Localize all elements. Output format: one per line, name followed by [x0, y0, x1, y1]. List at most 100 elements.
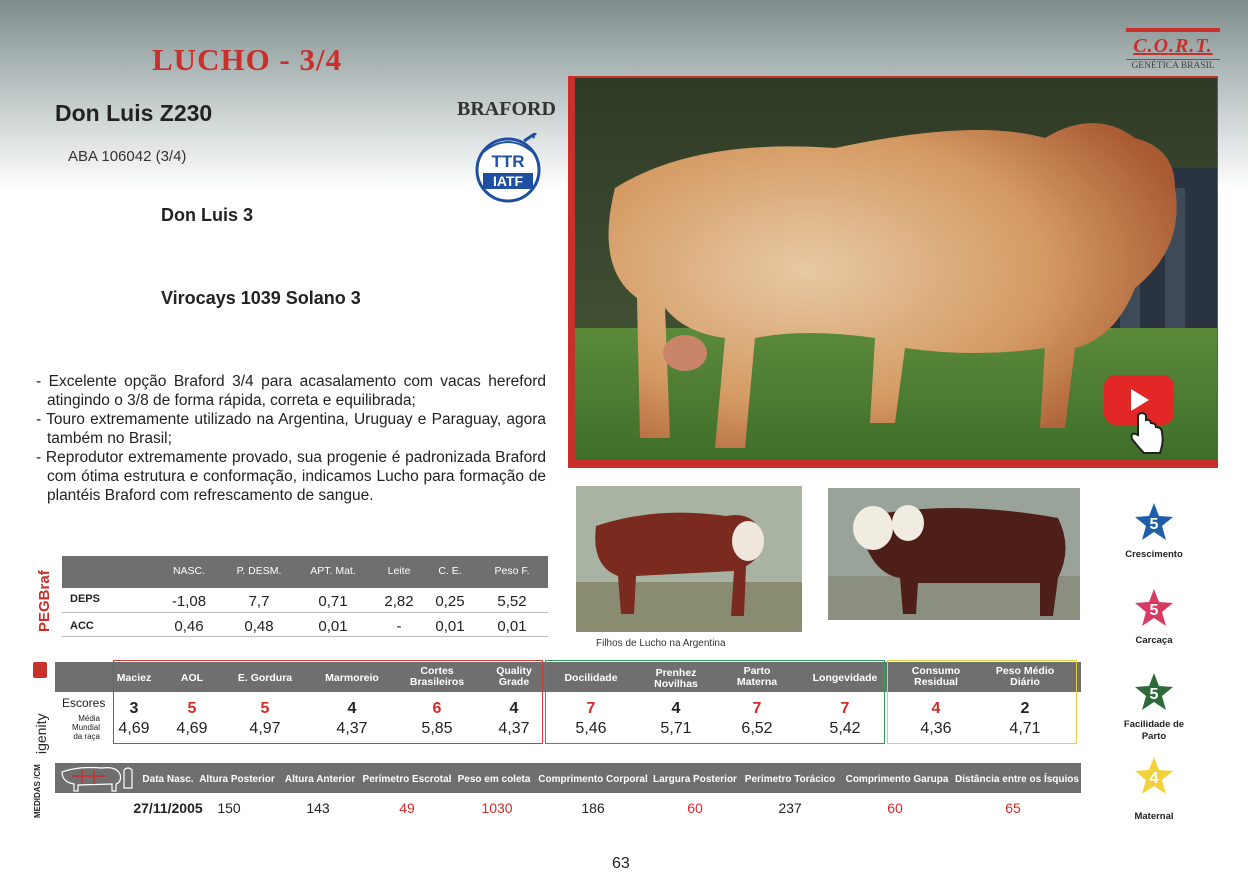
ig-header-cell: AOL [180, 672, 204, 684]
logo-subtitle: GENÉTICA BRASIL [1126, 59, 1220, 71]
peg-acc-row: 0,46 0,48 0,01 - 0,01 0,01 [62, 618, 548, 638]
star-icon: 5 [1135, 503, 1173, 540]
star-icon: 4 [1135, 757, 1173, 794]
maternal-group-box [545, 660, 885, 744]
rating-facilidade-parto: 5 Facilidade de Parto [1118, 672, 1190, 743]
description-item: - Touro extremamente utilizado na Argent… [36, 411, 546, 447]
peg-deps-value: -1,08 [171, 593, 207, 610]
ig-score: 3 [129, 700, 139, 717]
play-video-button[interactable] [1104, 375, 1174, 455]
page-title: LUCHO - 3/4 [152, 42, 343, 77]
offspring-photo-2 [828, 488, 1080, 620]
bull-photo [575, 78, 1217, 460]
ig-score: 6 [432, 700, 442, 717]
med-value: 60 [887, 800, 903, 816]
svg-text:5: 5 [1150, 686, 1159, 703]
igenity-logo-icon [33, 662, 47, 678]
offspring-photo-1 [576, 486, 802, 632]
ig-header-cell: Docilidade [564, 672, 618, 684]
med-header-cell: Perímetro Escrotal [362, 774, 452, 785]
peg-divider [62, 636, 548, 637]
ig-score: 4 [347, 700, 357, 717]
ig-average: 4,71 [1009, 720, 1041, 737]
svg-text:5: 5 [1150, 516, 1159, 533]
peg-header-cell: NASC. [172, 565, 206, 577]
rating-label: Crescimento [1125, 549, 1183, 560]
med-value: 186 [581, 800, 605, 816]
ig-header-cell: Prenhez Novilhas [654, 667, 698, 690]
ig-header-cell: Maciez [116, 672, 152, 684]
ig-average: 5,71 [660, 720, 692, 737]
ig-score: 5 [260, 700, 270, 717]
rating-label: Maternal [1134, 811, 1174, 822]
cort-logo: C.O.R.T. GENÉTICA BRASIL [1126, 28, 1220, 71]
ig-header-cell: Longevidade [812, 672, 878, 684]
rating-maternal: 4 Maternal [1118, 756, 1190, 823]
med-header-cell: Altura Anterior [284, 774, 356, 785]
ig-score: 7 [840, 700, 850, 717]
med-header-cell: Data Nasc. [142, 774, 194, 785]
ig-score: 4 [931, 700, 941, 717]
med-header-cell: Perímetro Torácico [744, 774, 836, 785]
peg-deps-value: 0,71 [318, 593, 348, 610]
peg-acc-value: 0,01 [497, 618, 527, 635]
rating-label: Carcaça [1135, 635, 1173, 646]
ig-header-cell: Quality Grade [496, 665, 532, 688]
med-value: 65 [1005, 800, 1021, 816]
peg-acc-value: 0,01 [435, 618, 465, 635]
peg-deps-value: 0,25 [435, 593, 465, 610]
med-header-cell: Distância entre os Ísquios [955, 774, 1079, 785]
description-item: - Reprodutor extremamente provado, sua p… [36, 449, 546, 504]
med-value: 49 [399, 800, 415, 816]
ig-header-cell: Peso Médio Diário [995, 665, 1055, 688]
med-header-cell: Comprimento Corporal [538, 774, 648, 785]
ig-average: 4,37 [498, 720, 530, 737]
med-value: 237 [778, 800, 802, 816]
peg-header-cell: Leite [387, 565, 411, 577]
med-value: 1030 [481, 800, 513, 816]
rating-carcaca: 5 Carcaça [1118, 588, 1190, 647]
page-number: 63 [612, 855, 630, 872]
ig-header-cell: Consumo Residual [911, 665, 961, 688]
peg-divider [62, 612, 548, 613]
bull-measure-icon [61, 766, 133, 792]
ig-average: 4,97 [249, 720, 281, 737]
peg-acc-value: - [396, 618, 402, 635]
ig-score: 7 [586, 700, 596, 717]
description-list: - Excelente opção Braford 3/4 para acasa… [36, 372, 546, 505]
ig-average: 4,69 [118, 720, 150, 737]
ig-score: 5 [187, 700, 197, 717]
logo-name: C.O.R.T. [1133, 35, 1213, 57]
ig-average: 5,46 [575, 720, 607, 737]
peg-deps-value: 2,82 [384, 593, 414, 610]
peg-deps-row: -1,08 7,7 0,71 2,82 0,25 5,52 [62, 593, 548, 613]
photo-caption: Filhos de Lucho na Argentina [596, 638, 726, 649]
svg-text:4: 4 [1150, 770, 1159, 787]
description-item: - Excelente opção Braford 3/4 para acasa… [36, 373, 546, 409]
peg-header-cell: P. DESM. [236, 565, 282, 577]
animal-name: Don Luis Z230 [55, 100, 213, 126]
rating-label: Facilidade de Parto [1123, 719, 1185, 742]
ig-score: 4 [509, 700, 519, 717]
med-value: 60 [687, 800, 703, 816]
ttr-iatf-badge: TTR IATF [470, 131, 546, 205]
ig-header-cell: Cortes Brasileiros [409, 665, 465, 688]
ig-average: 4,69 [176, 720, 208, 737]
ig-header-cell: Parto Materna [736, 665, 778, 688]
star-icon: 5 [1135, 673, 1173, 710]
igenity-values: 3 5 5 4 6 4 7 4 7 7 4 2 4,69 4,69 4,97 4… [55, 700, 1081, 740]
peg-deps-value: 5,52 [497, 593, 527, 610]
ig-header-cell: E. Gordura [237, 672, 293, 684]
med-header-cell: Largura Posterior [653, 774, 737, 785]
medidas-side-label: MEDIDAS /CM [33, 764, 42, 818]
peg-deps-value: 7,7 [248, 593, 270, 610]
ig-average-label: Média Mundial da raça [71, 714, 100, 741]
medidas-header: Data Nasc. Altura Posterior Altura Anter… [55, 763, 1081, 793]
peg-acc-label: ACC [70, 620, 94, 632]
med-value: 150 [217, 800, 241, 816]
peg-acc-value: 0,48 [244, 618, 274, 635]
peg-acc-value: 0,01 [318, 618, 348, 635]
ig-average: 5,85 [421, 720, 453, 737]
ig-average: 5,42 [829, 720, 861, 737]
med-header-cell: Peso em coleta [457, 774, 531, 785]
